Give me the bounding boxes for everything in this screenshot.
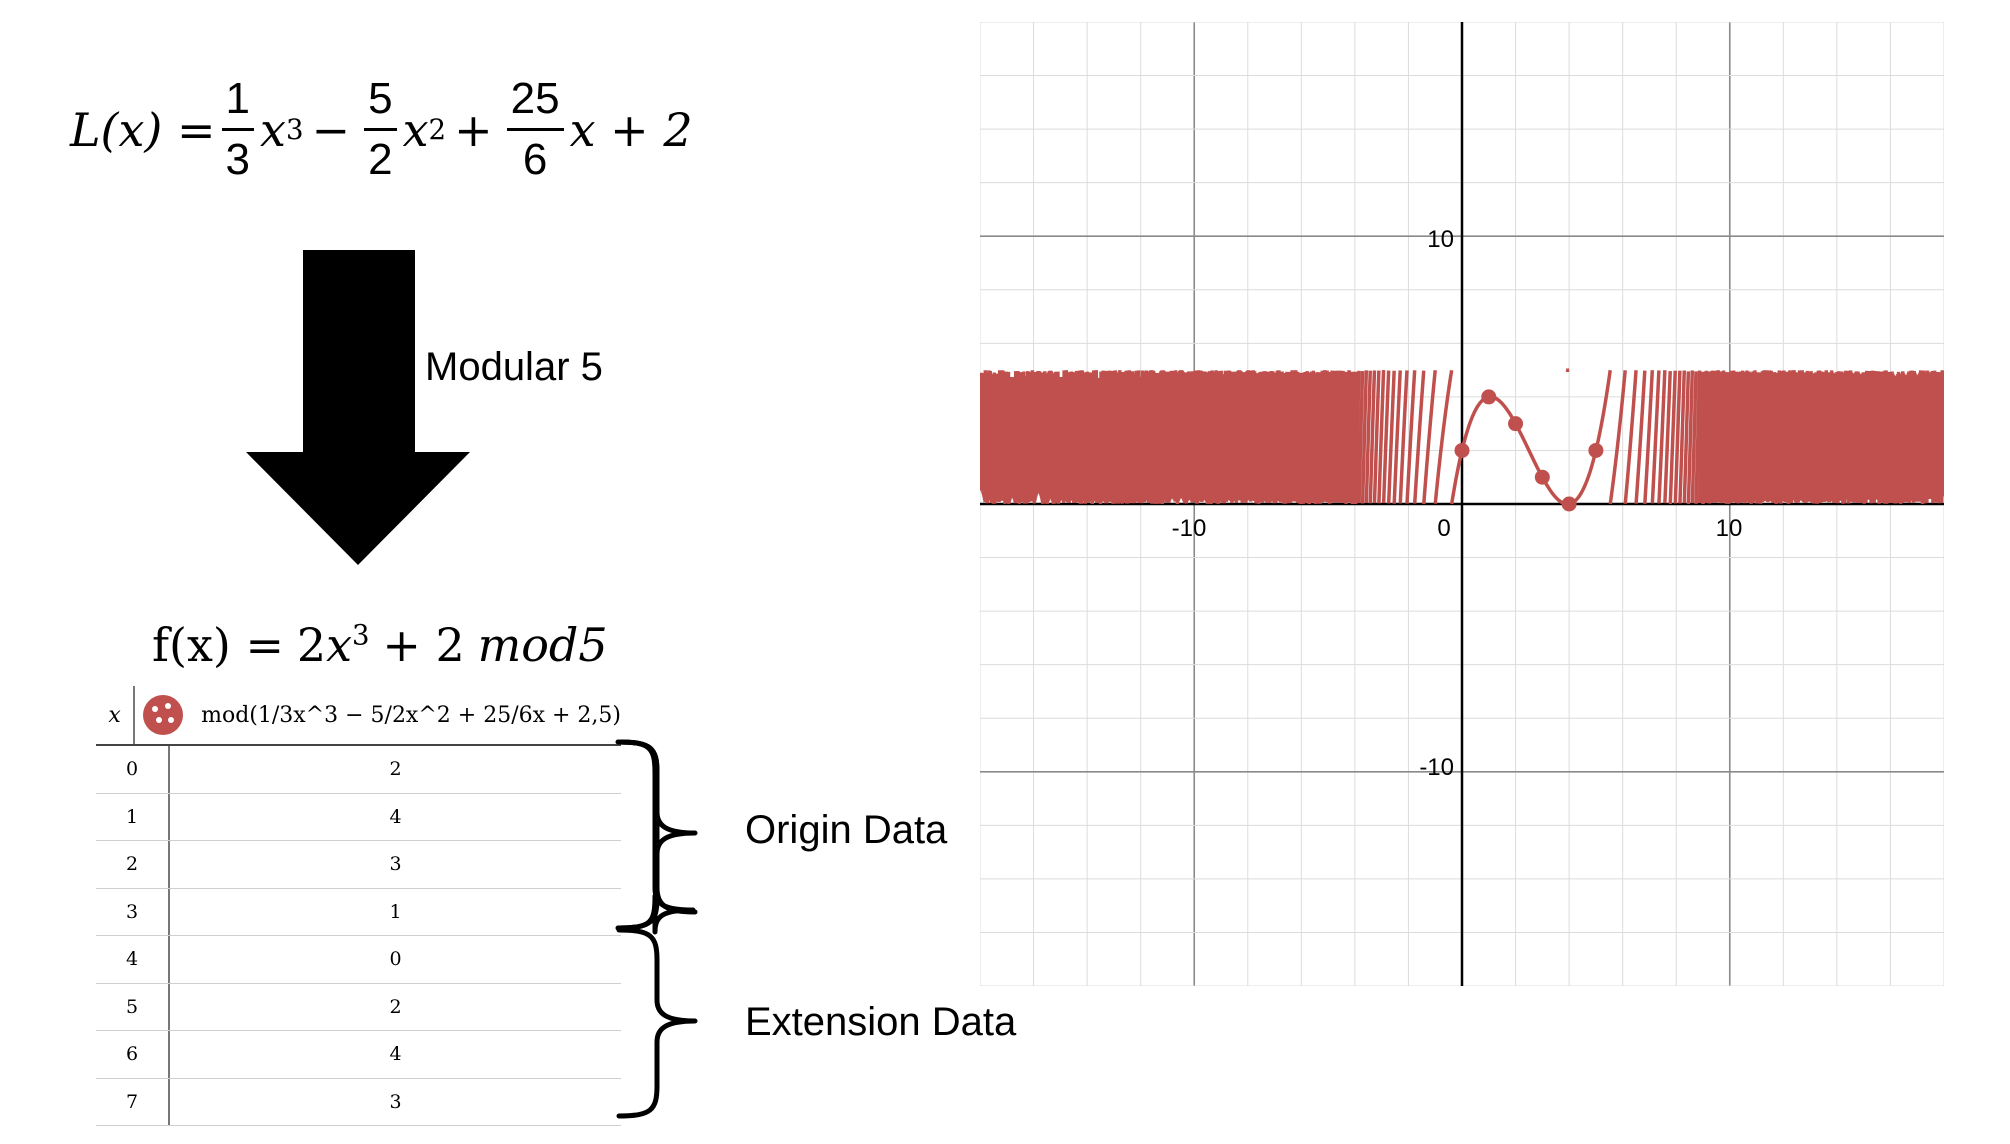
tick-origin: 0 <box>1437 515 1450 542</box>
extension-data-brace-icon <box>616 927 698 1119</box>
fraction-1-den: 3 <box>225 135 251 184</box>
down-arrow-icon <box>246 250 470 565</box>
cell-x: 1 <box>125 805 139 828</box>
formula-f-rest: + 2 <box>382 618 465 672</box>
cell-x: 2 <box>125 853 139 876</box>
origin-data-brace-icon <box>616 739 698 931</box>
tick-labels: -10 0 10 10 -10 <box>1172 226 1743 781</box>
formula-f-exp: 3 <box>352 618 370 652</box>
formula-f-coef: 2 <box>296 618 327 672</box>
tick-y-neg: -10 <box>1419 754 1454 781</box>
operator-plus: + <box>454 102 493 157</box>
cell-value: 1 <box>168 888 621 935</box>
term-1-exp: 3 <box>285 113 304 146</box>
term-2-var: x <box>402 102 429 157</box>
cell-x: 3 <box>125 900 139 923</box>
tick-y-pos: 10 <box>1427 226 1454 253</box>
points <box>1454 389 1604 512</box>
cell-value: 2 <box>168 983 621 1030</box>
origin-data-label: Origin Data <box>745 808 948 852</box>
cell-x: 4 <box>125 948 139 971</box>
fraction-1-num: 1 <box>221 70 255 131</box>
data-point <box>1561 496 1577 512</box>
tick-x-neg: -10 <box>1172 515 1207 542</box>
graph[interactable]: -10 0 10 10 -10 <box>980 22 1944 986</box>
data-point <box>1588 442 1604 458</box>
cell-value: 3 <box>168 1078 621 1125</box>
cell-value: 0 <box>168 936 621 983</box>
cell-value: 3 <box>168 841 621 888</box>
tick-x-pos: 10 <box>1716 515 1743 542</box>
column-x-header: x <box>108 702 121 728</box>
term-3-rest: x + 2 <box>569 102 693 157</box>
column-expr-label: mod(1/3x^3 − 5/2x^2 + 25/6x + 2,5) <box>201 702 621 728</box>
term-1-var: x <box>260 102 286 157</box>
cell-value: 4 <box>168 1031 621 1078</box>
cell-x: 0 <box>125 758 139 781</box>
curve <box>980 368 1944 506</box>
formula-f-var: x <box>326 618 353 672</box>
fraction-3-den: 6 <box>522 135 548 184</box>
operator-minus: − <box>311 102 351 157</box>
term-2-exp: 2 <box>428 113 447 146</box>
fraction-2-num: 5 <box>364 70 397 131</box>
mod-curve <box>980 368 1944 506</box>
axes <box>980 22 1944 986</box>
fraction-3-num: 25 <box>506 70 564 131</box>
formula-f-lhs: f(x) = <box>152 618 285 672</box>
extension-data-label: Extension Data <box>745 1000 1017 1044</box>
data-point <box>1534 469 1550 485</box>
fraction-2-den: 2 <box>368 135 393 184</box>
cell-value: 4 <box>168 793 621 840</box>
fraction-3: 25 6 <box>506 70 564 189</box>
series-color-icon[interactable] <box>143 695 184 735</box>
table-header: x mod(1/3x^3 − 5/2x^2 + 25/6x + 2,5) <box>96 686 621 744</box>
data-point <box>1454 442 1470 458</box>
cell-value: 2 <box>168 746 621 793</box>
cell-x: 5 <box>125 995 139 1018</box>
arrow-label: Modular 5 <box>425 345 603 389</box>
formula-l-lhs: L(x) = <box>70 102 216 157</box>
data-point <box>1508 416 1524 432</box>
cell-x: 6 <box>125 1043 139 1066</box>
formula-f-mod: mod5 <box>477 618 608 672</box>
braces-final <box>616 739 698 1119</box>
column-expr-header: mod(1/3x^3 − 5/2x^2 + 25/6x + 2,5) <box>133 686 621 744</box>
formula-f: f(x) = 2x3 + 2 mod5 <box>152 618 608 672</box>
cell-x: 7 <box>125 1090 139 1113</box>
data-point <box>1481 389 1497 405</box>
